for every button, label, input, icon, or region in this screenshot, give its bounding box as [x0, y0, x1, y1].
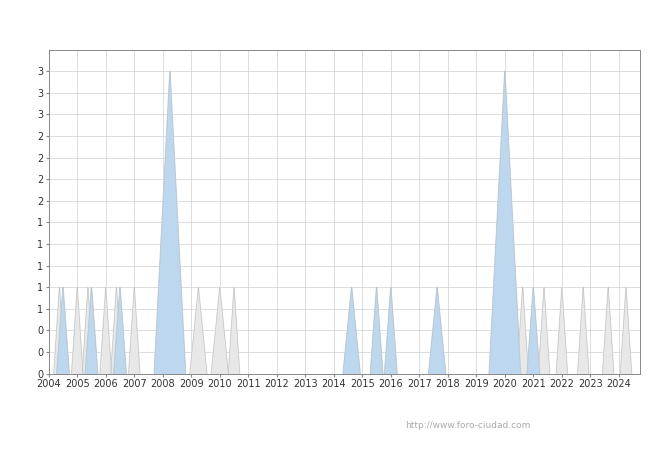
Polygon shape	[100, 287, 111, 374]
Polygon shape	[154, 71, 186, 374]
Polygon shape	[620, 287, 632, 374]
Polygon shape	[499, 287, 510, 374]
Polygon shape	[57, 287, 70, 374]
Polygon shape	[578, 287, 589, 374]
Text: Viloria de Rioja - Evolucion del Nº de Transacciones Inmobiliarias: Viloria de Rioja - Evolucion del Nº de T…	[57, 15, 593, 30]
Polygon shape	[370, 287, 383, 374]
Polygon shape	[83, 287, 94, 374]
Polygon shape	[538, 287, 550, 374]
Polygon shape	[85, 287, 98, 374]
Polygon shape	[428, 287, 446, 374]
Polygon shape	[517, 287, 528, 374]
Polygon shape	[111, 287, 122, 374]
Polygon shape	[343, 287, 360, 374]
Text: http://www.foro-ciudad.com: http://www.foro-ciudad.com	[406, 421, 530, 430]
Polygon shape	[603, 287, 614, 374]
Polygon shape	[556, 287, 567, 374]
Polygon shape	[527, 287, 540, 374]
Polygon shape	[228, 287, 240, 374]
Polygon shape	[211, 287, 228, 374]
Polygon shape	[72, 287, 83, 374]
Polygon shape	[489, 71, 521, 374]
Polygon shape	[129, 287, 140, 374]
Polygon shape	[114, 287, 126, 374]
Polygon shape	[54, 287, 65, 374]
Polygon shape	[190, 287, 207, 374]
Polygon shape	[385, 287, 397, 374]
